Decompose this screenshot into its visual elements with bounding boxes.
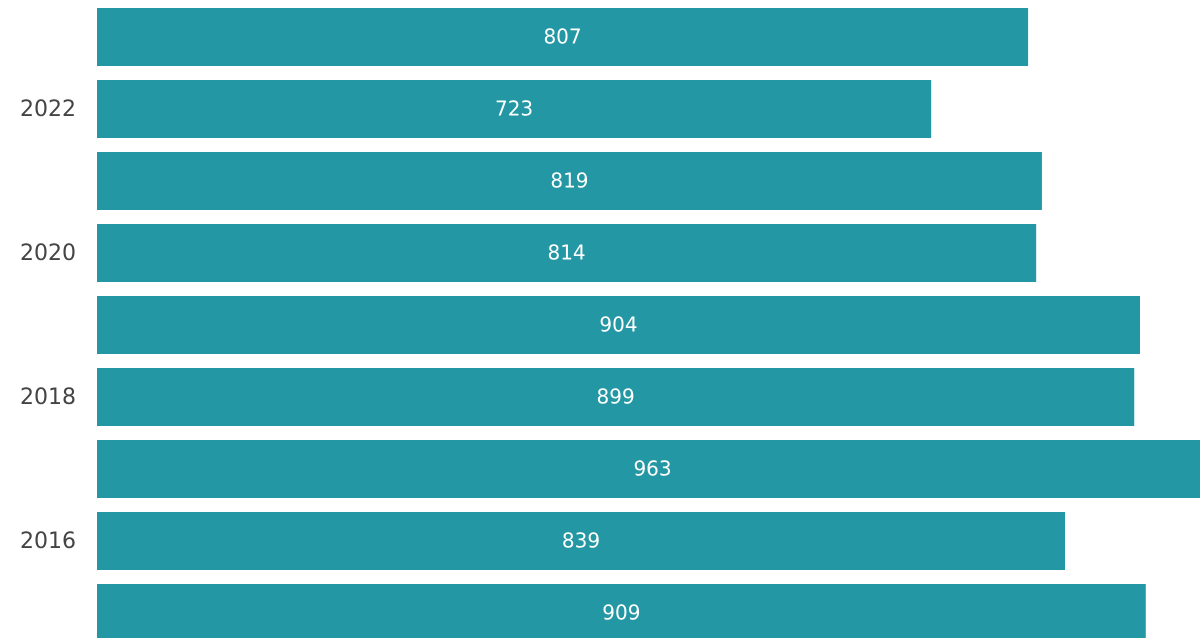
value-label: 909 xyxy=(602,601,640,625)
bar xyxy=(97,296,1141,354)
bar xyxy=(97,224,1037,282)
y-tick-label: 2016 xyxy=(20,529,76,554)
value-label: 819 xyxy=(550,169,588,193)
value-label: 899 xyxy=(597,385,635,409)
bar xyxy=(97,152,1042,210)
bar xyxy=(97,512,1066,570)
bar xyxy=(97,80,932,138)
value-label: 723 xyxy=(495,97,533,121)
bar xyxy=(97,8,1029,66)
value-label: 839 xyxy=(562,529,600,553)
y-tick-label: 2020 xyxy=(20,241,76,266)
value-label: 904 xyxy=(599,313,637,337)
value-label: 814 xyxy=(547,241,585,265)
bar xyxy=(97,440,1200,498)
value-label: 963 xyxy=(633,457,671,481)
bar xyxy=(97,584,1146,638)
bar xyxy=(97,368,1135,426)
y-tick-label: 2022 xyxy=(20,97,76,122)
value-label: 807 xyxy=(543,25,581,49)
y-tick-label: 2018 xyxy=(20,385,76,410)
